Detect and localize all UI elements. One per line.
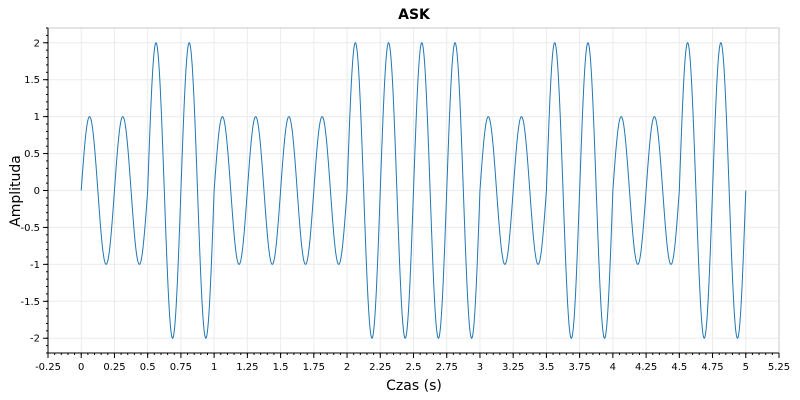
x-tick-label: 4.5 (671, 362, 687, 373)
series-group (80, 42, 747, 339)
x-axis-title: Czas (s) (386, 378, 442, 394)
x-tick-label: 1.5 (273, 362, 289, 373)
x-tick-label: 4.75 (701, 362, 723, 373)
y-tick-label: 0 (34, 186, 40, 197)
y-tick-label: 0.5 (24, 149, 40, 160)
x-tick-label: 4 (610, 362, 616, 373)
x-tick-label: 2.25 (369, 362, 391, 373)
y-tick-labels: -2 -1.5 -1 -0.5 0 0.5 1 1.5 2 (20, 38, 40, 344)
x-tick-label: 1.75 (303, 362, 325, 373)
x-tick-label: 3 (477, 362, 483, 373)
x-tick-label: 3.5 (538, 362, 554, 373)
x-tick-label: 2.5 (406, 362, 422, 373)
x-tick-label: 1 (211, 362, 217, 373)
x-tick-label: 0 (78, 362, 84, 373)
y-tick-label: -1 (30, 260, 40, 271)
x-tick-label: 2.75 (436, 362, 458, 373)
x-tick-label: 4.25 (635, 362, 657, 373)
x-tick-label: 0.25 (103, 362, 125, 373)
chart-title: ASK (398, 7, 431, 23)
y-tick-label: -1.5 (20, 297, 40, 308)
x-tick-label: 1.25 (236, 362, 258, 373)
x-tick-label: 0.5 (140, 362, 156, 373)
y-tick-label: -2 (30, 334, 40, 345)
x-tick-label: 0.75 (170, 362, 192, 373)
x-tick-label: 3.25 (502, 362, 524, 373)
y-tick-label: -0.5 (20, 223, 40, 234)
x-tick-label: -0.25 (35, 362, 61, 373)
y-tick-label: 1 (34, 112, 40, 123)
x-tick-labels: -0.25 0 0.25 0.5 0.75 1 1.25 1.5 1.75 2 2.25 2.5 2.7… (35, 362, 790, 373)
axes (43, 27, 780, 358)
x-tick-label: 5.25 (768, 362, 790, 373)
y-tick-label: 1.5 (24, 75, 40, 86)
y-axis-title: Amplituda (8, 155, 24, 227)
x-tick-label: 5 (743, 362, 749, 373)
series-line (80, 42, 747, 339)
x-tick-label: 2 (344, 362, 350, 373)
y-tick-label: 2 (34, 38, 40, 49)
x-tick-label: 3.75 (569, 362, 591, 373)
